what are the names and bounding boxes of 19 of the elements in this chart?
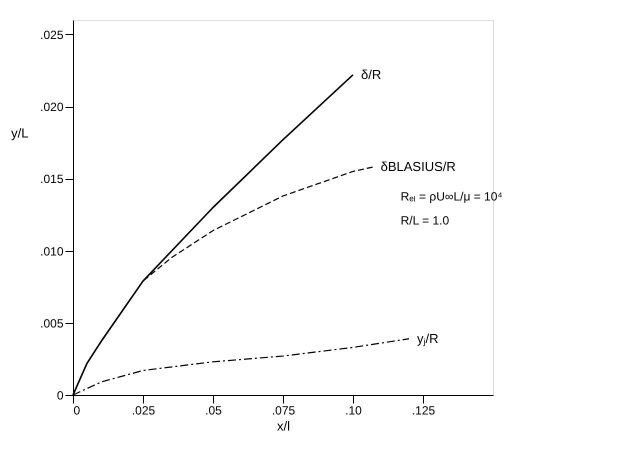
x-tick-label: .05 (205, 404, 222, 418)
y-tick-label: .005 (40, 316, 64, 330)
annotation: Rₑₗ = ρU∞L/μ = 10⁴ (400, 189, 503, 204)
annotation: R/L = 1.0 (400, 213, 450, 228)
x-tick-label: .10 (345, 404, 362, 418)
x-tick-label: .025 (132, 404, 156, 418)
series-label: δ/R (361, 66, 382, 82)
y-axis-title: y/L (11, 126, 28, 140)
series-label: yⱼ/R (417, 330, 438, 347)
x-axis-title: x/l (277, 418, 290, 434)
y-tick-label: .015 (40, 172, 64, 186)
x-tick-label: 0 (74, 404, 80, 418)
series-label: δBLASIUS/R (380, 159, 456, 174)
y-tick-label: .020 (40, 100, 64, 114)
y-tick-label: .010 (40, 244, 64, 258)
x-tick-label: .125 (412, 404, 436, 418)
x-tick-label: .075 (272, 404, 296, 418)
y-tick-label: 0 (56, 388, 64, 402)
y-tick-label: .025 (40, 28, 64, 42)
